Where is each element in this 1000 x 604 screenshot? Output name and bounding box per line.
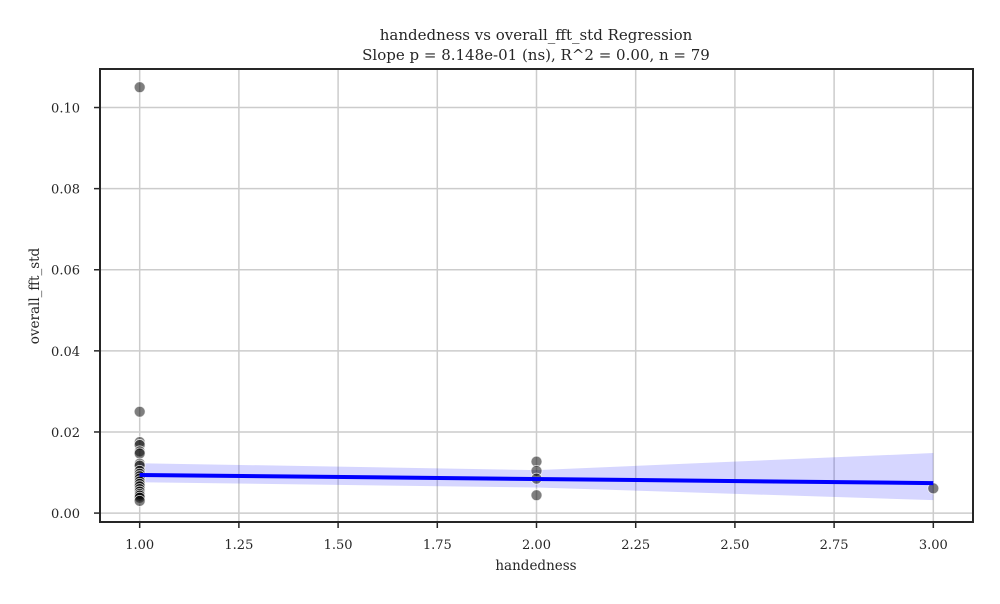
chart-subtitle: Slope p = 8.148e-01 (ns), R^2 = 0.00, n … (362, 46, 710, 64)
x-tick-label: 2.00 (522, 538, 551, 553)
data-point (530, 489, 543, 502)
y-axis-label: overall_fft_std (27, 247, 43, 344)
chart-title: handedness vs overall_fft_std Regression (380, 26, 693, 44)
y-tick-label: 0.08 (51, 183, 80, 198)
x-axis-label: handedness (495, 558, 576, 574)
x-tick-label: 2.75 (820, 538, 849, 553)
y-tick-label: 0.10 (51, 102, 80, 117)
y-tick-label: 0.06 (51, 264, 80, 279)
x-axis-ticks: 1.00 1.25 1.50 1.75 2.00 2.25 2.50 2.75 3.00 (125, 522, 948, 553)
regression-line-layer (139, 472, 934, 486)
y-tick-label: 0.02 (51, 426, 80, 441)
data-point (133, 447, 146, 460)
y-axis-ticks: 0.00 0.02 0.04 0.06 0.08 0.10 (51, 102, 100, 522)
x-tick-label: 1.25 (224, 538, 253, 553)
x-tick-label: 2.50 (720, 538, 749, 553)
x-tick-label: 1.50 (324, 538, 353, 553)
x-tick-label: 2.25 (621, 538, 650, 553)
x-tick-label: 3.00 (919, 538, 948, 553)
data-point (133, 81, 146, 94)
y-tick-label: 0.00 (51, 507, 80, 522)
data-point (133, 405, 146, 418)
data-point (133, 495, 146, 507)
y-tick-label: 0.04 (51, 345, 80, 360)
regression-line (139, 472, 934, 486)
grid (100, 69, 973, 522)
x-tick-label: 1.00 (125, 538, 154, 553)
x-tick-label: 1.75 (423, 538, 452, 553)
